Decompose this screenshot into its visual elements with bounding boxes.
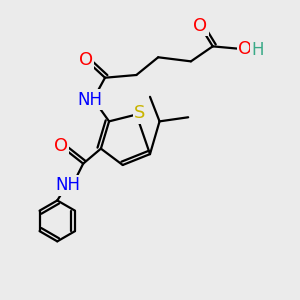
- Text: O: O: [238, 40, 253, 58]
- Text: O: O: [194, 17, 208, 35]
- Text: O: O: [54, 137, 68, 155]
- Text: O: O: [79, 51, 93, 69]
- Text: H: H: [251, 41, 264, 59]
- Text: NH: NH: [56, 176, 81, 194]
- Text: NH: NH: [77, 91, 103, 109]
- Text: S: S: [134, 104, 145, 122]
